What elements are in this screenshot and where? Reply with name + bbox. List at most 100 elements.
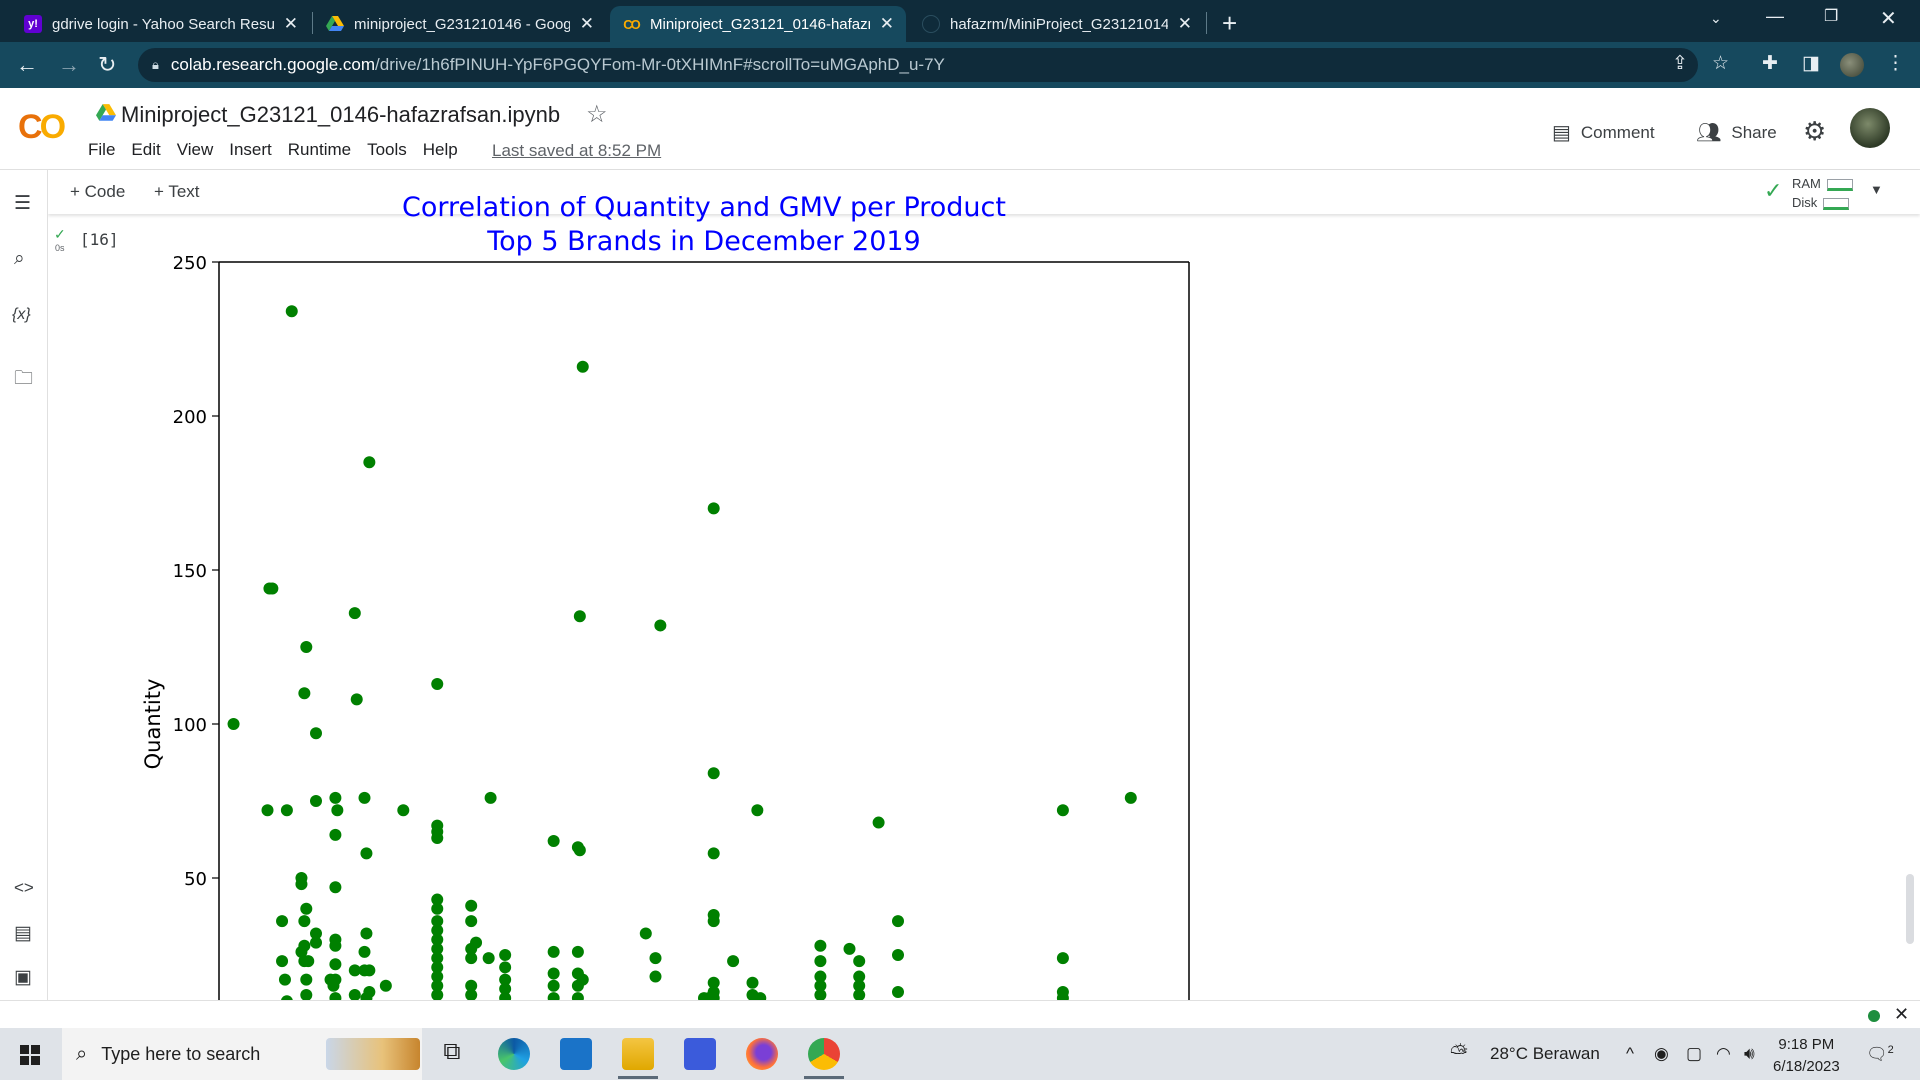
tab-search-chevron-icon[interactable]: ⌄: [1710, 10, 1722, 26]
mail-icon[interactable]: [560, 1038, 592, 1070]
scatter-point: [1056, 952, 1069, 965]
resource-monitor[interactable]: RAM Disk: [1792, 174, 1853, 212]
menu-bar: File Edit View Insert Runtime Tools Help: [88, 140, 474, 160]
profile-avatar[interactable]: [1840, 53, 1864, 77]
scatter-point: [431, 961, 444, 974]
close-tab-icon[interactable]: ✕: [879, 14, 894, 33]
last-saved-link[interactable]: Last saved at 8:52 PM: [492, 141, 662, 160]
side-panel-icon[interactable]: ◨: [1802, 53, 1820, 74]
menu-tools[interactable]: Tools: [367, 140, 407, 159]
folder-icon[interactable]: 🗀︎: [14, 368, 34, 389]
address-bar[interactable]: 🔒︎ colab.research.google.com/drive/1h6fP…: [138, 48, 1698, 82]
scatter-point: [814, 970, 827, 983]
menu-view[interactable]: View: [176, 140, 214, 159]
scatter-point: [363, 456, 376, 469]
scatter-point: [379, 979, 392, 992]
minimize-icon[interactable]: —: [1766, 6, 1784, 26]
task-view-icon[interactable]: ⧉: [443, 1038, 461, 1065]
bookmark-star-icon[interactable]: ☆: [1712, 53, 1730, 74]
scatter-point: [892, 949, 904, 961]
scatter-point: [649, 952, 662, 965]
close-tab-icon[interactable]: ✕: [283, 14, 298, 33]
wifi-icon[interactable]: ◠: [1716, 1044, 1731, 1063]
scatter-point: [350, 693, 363, 706]
colab-logo[interactable]: CO: [18, 108, 66, 146]
add-text-cell-button[interactable]: + Text: [154, 182, 200, 201]
star-icon[interactable]: ☆: [586, 101, 608, 128]
app-icon[interactable]: [684, 1038, 716, 1070]
file-explorer-icon[interactable]: [622, 1038, 654, 1070]
taskbar-search[interactable]: ⌕ Type here to search: [62, 1028, 422, 1080]
notebook-title[interactable]: Miniproject_G23121_0146-hafazrafsan.ipyn…: [121, 102, 561, 127]
google-drive-icon[interactable]: [96, 104, 116, 122]
back-arrow-icon[interactable]: ←: [16, 52, 38, 77]
notification-icon[interactable]: 🗨︎2: [1866, 1044, 1894, 1064]
add-code-cell-button[interactable]: + Code: [70, 182, 126, 201]
scatter-point: [547, 979, 560, 992]
tab-colab-notebook[interactable]: CO Miniproject_G23121_0146-hafazr ✕: [610, 6, 906, 42]
weather-text[interactable]: 28°C Berawan: [1490, 1044, 1600, 1063]
edge-browser-icon[interactable]: [498, 1038, 530, 1070]
reload-icon[interactable]: ↻: [98, 52, 117, 77]
tab-github[interactable]: hafazrm/MiniProject_G23121014 ✕: [910, 6, 1204, 42]
table-of-contents-icon[interactable]: ☰: [14, 193, 32, 214]
command-palette-icon[interactable]: ▤: [14, 923, 32, 944]
record-icon[interactable]: ◉: [1654, 1044, 1669, 1063]
meet-icon[interactable]: ▢: [1686, 1044, 1703, 1063]
people-icon: 👥︎: [1696, 122, 1722, 144]
menu-runtime[interactable]: Runtime: [287, 140, 352, 159]
avatar[interactable]: [1850, 108, 1890, 148]
forward-arrow-icon[interactable]: →: [58, 52, 80, 77]
google-drive-icon: [326, 15, 344, 33]
collapse-header-icon[interactable]: ⌃: [1918, 180, 1920, 201]
menu-help[interactable]: Help: [422, 140, 458, 159]
scatter-point: [360, 847, 373, 860]
tab-yahoo-search[interactable]: y! gdrive login - Yahoo Search Resu ✕: [12, 6, 310, 42]
scatter-point: [431, 970, 444, 983]
scrollbar-thumb[interactable]: [1906, 874, 1914, 944]
window-close-icon[interactable]: ✕: [1880, 8, 1897, 30]
scatter-point: [853, 970, 866, 983]
menu-insert[interactable]: Insert: [229, 140, 272, 159]
menu-edit[interactable]: Edit: [131, 140, 161, 159]
scatter-point: [431, 924, 444, 937]
scatter-point: [465, 989, 478, 1000]
scatter-point: [261, 804, 274, 817]
share-page-icon[interactable]: ⇪: [1672, 53, 1688, 74]
tab-google-drive[interactable]: miniproject_G231210146 - Googl ✕: [314, 6, 606, 42]
extensions-puzzle-icon[interactable]: ✚: [1762, 53, 1778, 74]
scatter-point: [295, 878, 308, 891]
new-tab-icon[interactable]: +: [1222, 8, 1238, 38]
close-status-icon[interactable]: ✕: [1894, 1004, 1910, 1024]
scatter-point: [329, 958, 342, 971]
terminal-icon[interactable]: ▣: [14, 967, 32, 988]
close-tab-icon[interactable]: ✕: [1177, 14, 1192, 33]
taskbar-clock[interactable]: 9:18 PM 6/18/2023: [1773, 1036, 1840, 1075]
menu-file[interactable]: File: [88, 140, 116, 159]
scatter-point: [310, 795, 322, 807]
close-tab-icon[interactable]: ✕: [579, 14, 594, 33]
search-icon[interactable]: ⌕: [14, 248, 25, 269]
firefox-icon[interactable]: [746, 1038, 778, 1070]
scatter-point: [431, 933, 444, 946]
windows-start-icon[interactable]: [20, 1045, 40, 1065]
chrome-icon[interactable]: [808, 1038, 840, 1070]
comment-button[interactable]: ▤ Comment: [1552, 122, 1655, 144]
comment-icon: ▤: [1552, 122, 1571, 144]
scatter-point: [329, 992, 342, 1000]
search-highlight-icon[interactable]: [326, 1038, 420, 1070]
browser-menu-icon[interactable]: ⋮: [1886, 53, 1905, 74]
code-snippets-icon[interactable]: <>: [14, 878, 34, 897]
lock-icon: 🔒︎: [152, 57, 159, 72]
variables-icon[interactable]: {x}: [12, 306, 31, 323]
share-button[interactable]: 👥︎ Share: [1696, 122, 1777, 144]
cell-execution-count[interactable]: [16]: [80, 230, 119, 249]
tray-chevron-icon[interactable]: ^: [1626, 1044, 1634, 1063]
connected-check-icon: ✓: [1764, 178, 1783, 203]
scatter-point: [814, 955, 827, 968]
volume-icon[interactable]: 🔊︎: [1744, 1044, 1755, 1063]
weather-icon[interactable]: ⛅︎: [1450, 1040, 1468, 1065]
restore-icon[interactable]: ❐: [1824, 8, 1839, 25]
gear-icon[interactable]: ⚙: [1803, 116, 1827, 146]
runtime-dropdown-icon[interactable]: ▼: [1870, 182, 1883, 197]
